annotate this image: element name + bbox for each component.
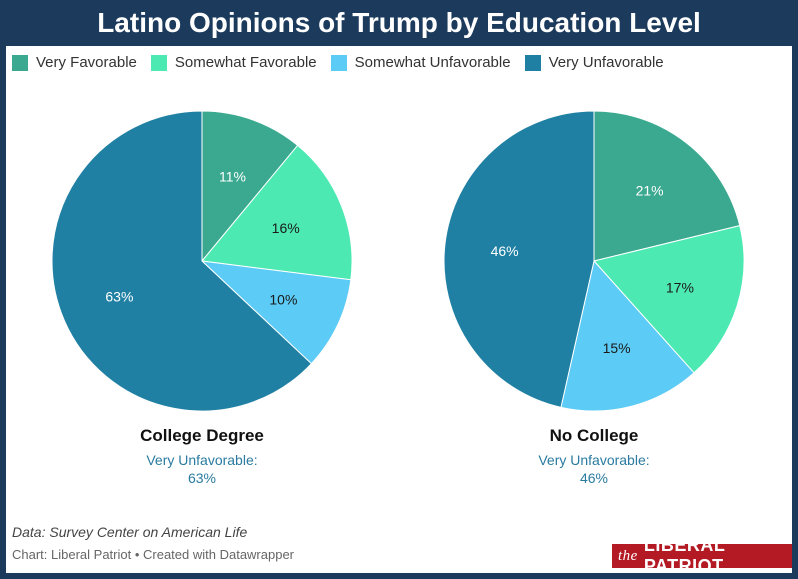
chart-title: Latino Opinions of Trump by Education Le… xyxy=(97,7,701,38)
legend-item-somewhat-favorable: Somewhat Favorable xyxy=(150,54,317,71)
pie-title-college: College Degree xyxy=(140,426,264,445)
logo-name: LIBERAL PATRIOT xyxy=(643,535,725,576)
legend: Very Favorable Somewhat Favorable Somewh… xyxy=(12,54,678,71)
pie-slice xyxy=(201,110,299,263)
legend-item-very-unfavorable: Very Unfavorable xyxy=(524,54,664,71)
pie-charts: 11% 16% 10% 63% 21% 17% 15% 46% xyxy=(51,110,745,412)
pie-slice xyxy=(443,110,595,408)
pie-slice xyxy=(51,110,313,412)
pie-slice xyxy=(200,260,352,365)
legend-label: Very Favorable xyxy=(36,54,137,71)
pie-slice xyxy=(593,225,745,374)
legend-swatch xyxy=(150,54,167,71)
pie-slice-label: 17% xyxy=(666,280,694,296)
pie-slice-label: 16% xyxy=(272,220,300,236)
legend-item-very-favorable: Very Favorable xyxy=(12,54,137,71)
pie-subtitle-value-no-college: 46% xyxy=(579,470,609,486)
pie-slice xyxy=(560,259,695,412)
pie-slice-label: 63% xyxy=(105,289,133,305)
legend-label: Somewhat Favorable xyxy=(174,54,317,71)
legend-item-somewhat-unfavorable: Somewhat Unfavorable xyxy=(330,54,511,71)
pie-slice xyxy=(201,144,353,281)
pie-subtitle-label-no-college: Very Unfavorable: xyxy=(538,452,650,468)
pie-slice-label: 21% xyxy=(636,182,664,198)
pie-subtitle-value-college: 63% xyxy=(187,470,217,486)
chart-credit: Chart: Liberal Patriot • Created with Da… xyxy=(12,547,295,562)
chart-panel: Very Favorable Somewhat Favorable Somewh… xyxy=(6,46,792,576)
pie-slice-label: 15% xyxy=(603,340,631,356)
pie-slice-label: 46% xyxy=(491,243,519,259)
legend-swatch xyxy=(524,54,541,71)
legend-swatch xyxy=(330,54,347,71)
pie-slice-label: 11% xyxy=(219,168,246,184)
pie-subtitle-label-college: Very Unfavorable: xyxy=(146,452,258,468)
legend-label: Somewhat Unfavorable xyxy=(354,54,511,71)
pie-slice xyxy=(593,110,741,262)
pie-title-no-college: No College xyxy=(549,426,639,445)
pie-slice-label: 10% xyxy=(269,291,297,307)
legend-swatch xyxy=(12,54,28,71)
legend-label: Very Unfavorable xyxy=(548,54,664,71)
liberal-patriot-logo: the LIBERAL PATRIOT xyxy=(612,535,792,576)
data-source: Data: Survey Center on American Life xyxy=(12,524,248,540)
logo-prefix: the xyxy=(618,547,638,564)
